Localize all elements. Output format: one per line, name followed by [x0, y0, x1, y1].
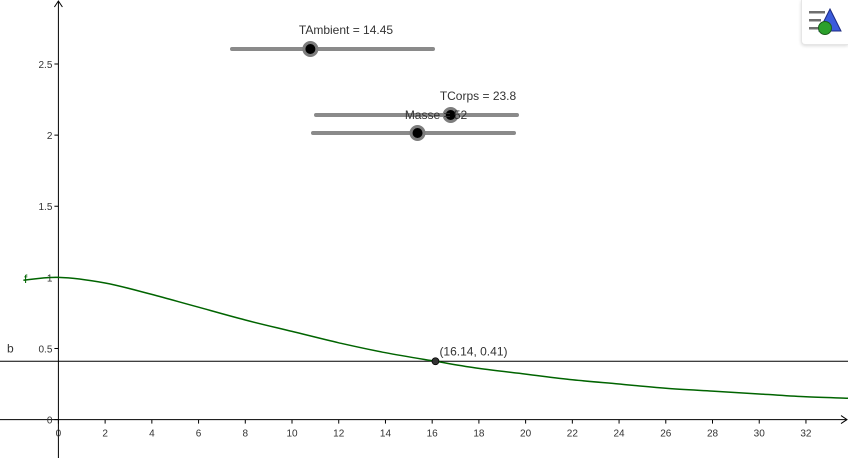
slider-masse[interactable]: Masse = 52 [311, 108, 516, 141]
x-tick-label: 22 [567, 429, 579, 440]
x-tick-label: 0 [56, 429, 62, 440]
x-tick-label: 16 [427, 429, 439, 440]
intersection-point[interactable] [431, 357, 440, 366]
x-tick-label: 26 [660, 429, 672, 440]
style-bar-toggle-button[interactable] [801, 0, 848, 45]
slider-tambient[interactable]: TAmbient = 14.45 [230, 23, 435, 57]
function-label-f: f [24, 272, 28, 286]
x-tick-label: 30 [754, 429, 766, 440]
x-tick-label: 8 [243, 429, 249, 440]
x-axis-arrow [840, 415, 848, 425]
y-axis-arrow [53, 0, 63, 8]
slider-label: Masse = 52 [405, 108, 468, 122]
x-tick-label: 6 [196, 429, 202, 440]
x-tick-label: 4 [149, 429, 155, 440]
function-f-curve[interactable] [23, 276, 848, 400]
x-tick-label: 14 [380, 429, 392, 440]
y-tick-label: 0.5 [38, 344, 52, 355]
x-tick-label: 10 [286, 429, 298, 440]
slider-label: TAmbient = 14.45 [299, 23, 393, 37]
graphics-style-bar-icon [809, 7, 842, 35]
x-tick-label: 12 [333, 429, 345, 440]
point-label: (16.14, 0.41) [439, 344, 507, 358]
x-tick-label: 24 [614, 429, 626, 440]
slider-tcorps[interactable]: TCorps = 23.8 [314, 89, 519, 123]
slider-handle[interactable] [409, 125, 426, 141]
y-tick-label: 2 [47, 131, 53, 142]
y-tick-label: 1.5 [38, 202, 52, 213]
slider-handle[interactable] [302, 41, 319, 57]
slider-label: TCorps = 23.8 [440, 89, 517, 103]
y-tick-label: 0 [47, 416, 53, 427]
x-tick-label: 32 [800, 429, 812, 440]
x-tick-label: 18 [473, 429, 485, 440]
x-tick-label: 28 [707, 429, 719, 440]
slider-handle[interactable] [442, 107, 459, 123]
x-tick-label: 20 [520, 429, 532, 440]
y-tick-label: 2.5 [38, 60, 52, 71]
x-tick-label: 2 [102, 429, 108, 440]
y-tick-label: 1 [47, 273, 53, 284]
line-label-b: b [7, 341, 14, 355]
